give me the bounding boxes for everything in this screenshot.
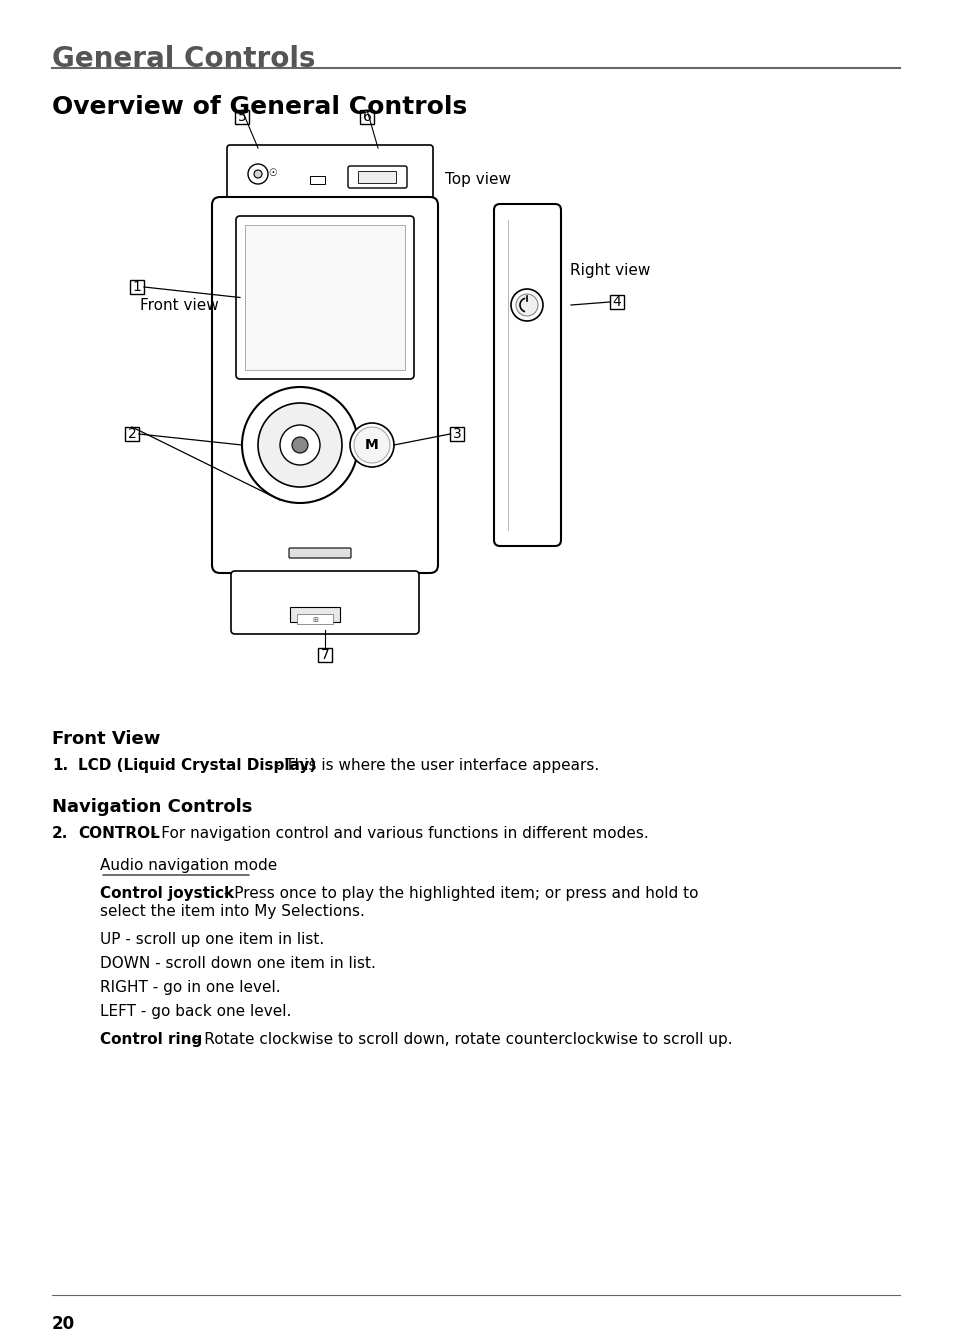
Bar <box>359 110 374 125</box>
Bar <box>130 280 144 293</box>
FancyBboxPatch shape <box>289 548 351 557</box>
Circle shape <box>350 423 394 468</box>
Text: Right view: Right view <box>569 263 650 277</box>
Bar <box>357 172 395 184</box>
FancyBboxPatch shape <box>212 197 437 574</box>
Bar <box>296 614 333 624</box>
Circle shape <box>248 163 268 184</box>
Circle shape <box>242 387 357 502</box>
Text: 6: 6 <box>362 110 371 125</box>
Text: Audio navigation mode: Audio navigation mode <box>100 858 277 872</box>
Text: Top view: Top view <box>444 172 511 186</box>
Text: Navigation Controls: Navigation Controls <box>52 799 253 816</box>
Bar <box>317 649 332 662</box>
Text: DOWN - scroll down one item in list.: DOWN - scroll down one item in list. <box>100 955 375 972</box>
Text: 4: 4 <box>612 295 620 310</box>
FancyBboxPatch shape <box>494 204 560 545</box>
Circle shape <box>253 170 262 178</box>
Text: 3: 3 <box>452 427 461 441</box>
Text: Control joystick: Control joystick <box>100 886 234 900</box>
Text: 2.: 2. <box>52 825 69 842</box>
Text: 1.: 1. <box>52 758 68 773</box>
Text: LCD (Liquid Crystal Display): LCD (Liquid Crystal Display) <box>78 758 315 773</box>
Text: Control ring: Control ring <box>100 1032 202 1047</box>
Text: - Rotate clockwise to scroll down, rotate counterclockwise to scroll up.: - Rotate clockwise to scroll down, rotat… <box>189 1032 732 1047</box>
Text: LEFT - go back one level.: LEFT - go back one level. <box>100 1004 291 1018</box>
Circle shape <box>511 289 542 322</box>
Text: Front View: Front View <box>52 730 160 748</box>
Bar <box>310 176 325 184</box>
Circle shape <box>257 403 341 486</box>
Text: 20: 20 <box>52 1315 75 1333</box>
Bar <box>125 427 139 441</box>
Text: 7: 7 <box>320 649 329 662</box>
Text: 5: 5 <box>237 110 246 125</box>
Text: - This is where the user interface appears.: - This is where the user interface appea… <box>270 758 598 773</box>
Text: RIGHT - go in one level.: RIGHT - go in one level. <box>100 980 280 996</box>
Text: select the item into My Selections.: select the item into My Selections. <box>100 905 364 919</box>
Circle shape <box>292 437 308 453</box>
Circle shape <box>516 293 537 316</box>
FancyBboxPatch shape <box>348 166 407 188</box>
Bar <box>245 225 405 370</box>
Bar <box>609 295 623 310</box>
FancyBboxPatch shape <box>231 571 418 634</box>
Text: General Controls: General Controls <box>52 46 315 72</box>
Circle shape <box>280 425 319 465</box>
Bar <box>290 607 339 622</box>
FancyBboxPatch shape <box>227 145 433 202</box>
Bar <box>234 110 249 125</box>
Bar <box>450 427 463 441</box>
Circle shape <box>354 427 390 464</box>
Text: ⊞: ⊞ <box>312 616 317 623</box>
Text: CONTROL: CONTROL <box>78 825 159 842</box>
FancyBboxPatch shape <box>235 216 414 379</box>
Text: 2: 2 <box>128 427 136 441</box>
Text: ☉: ☉ <box>268 168 276 178</box>
Text: M: M <box>365 438 378 452</box>
Text: 1: 1 <box>132 280 141 293</box>
Text: Overview of General Controls: Overview of General Controls <box>52 95 467 119</box>
Text: Front view: Front view <box>140 297 218 312</box>
Text: - For navigation control and various functions in different modes.: - For navigation control and various fun… <box>146 825 648 842</box>
Text: - Press once to play the highlighted item; or press and hold to: - Press once to play the highlighted ite… <box>219 886 698 900</box>
Text: UP - scroll up one item in list.: UP - scroll up one item in list. <box>100 933 324 947</box>
